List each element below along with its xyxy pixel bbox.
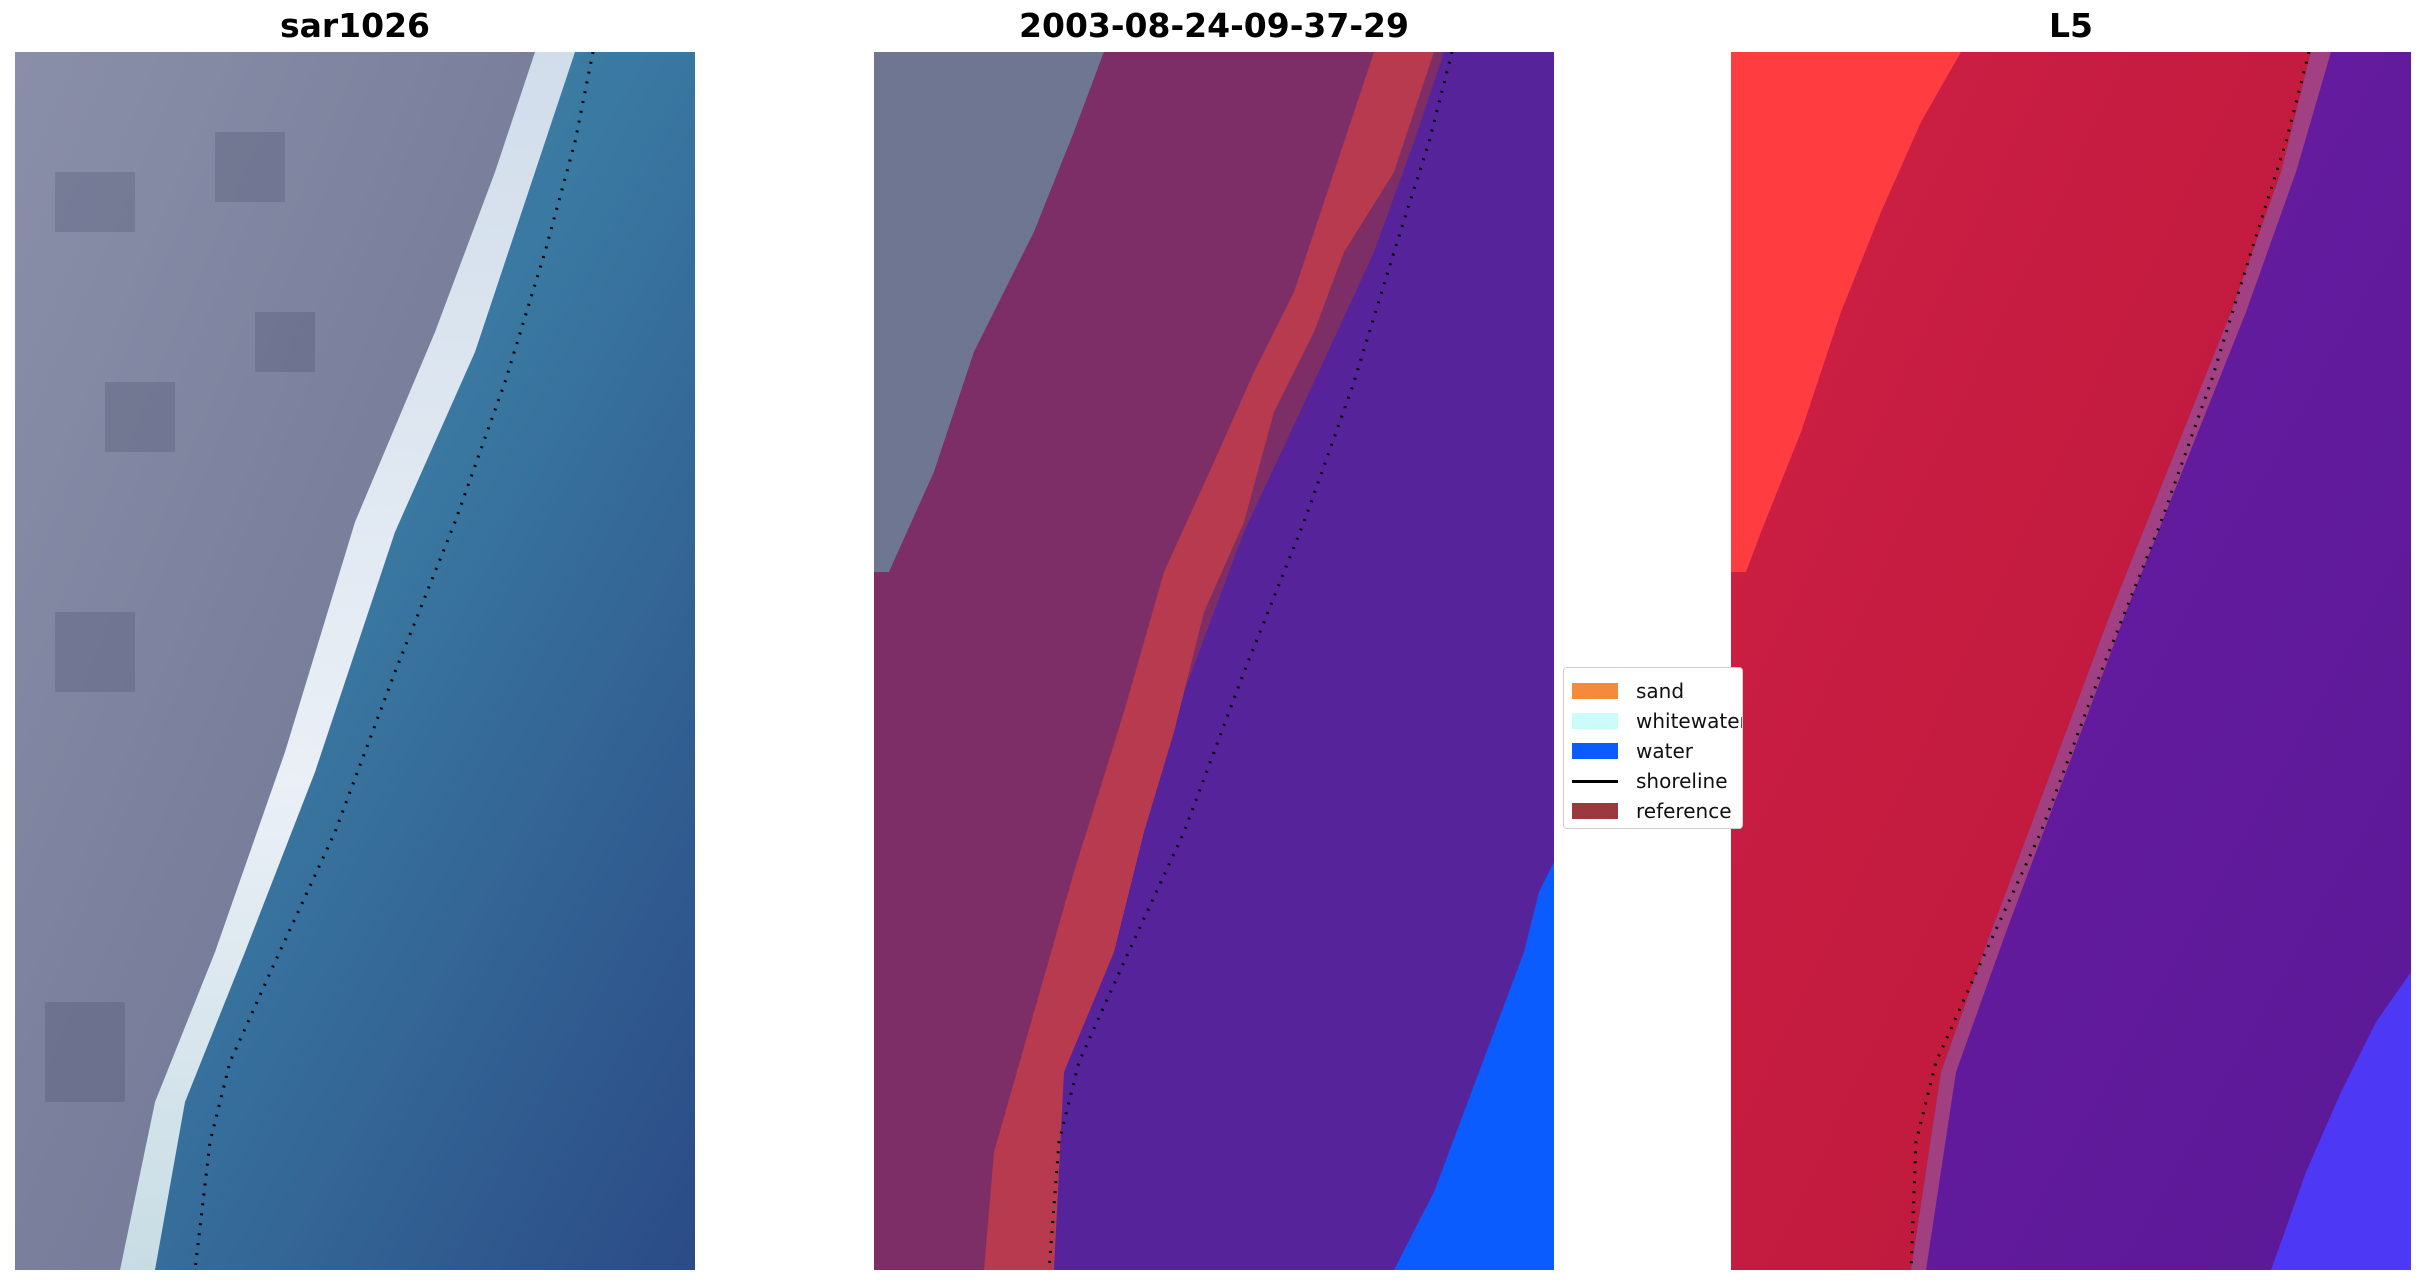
shoreline-line-swatch: [1572, 779, 1618, 783]
rgb-image-panel: [15, 52, 695, 1270]
legend-label-water: water: [1636, 739, 1693, 763]
legend-label-sand: sand: [1636, 679, 1685, 703]
classification-panel: [874, 52, 1554, 1270]
water-swatch: [1572, 743, 1618, 759]
panel-title-classification: 2003-08-24-09-37-29: [1019, 6, 1409, 45]
legend-item-sand: sand: [1572, 676, 1684, 706]
legend-item-water: water: [1572, 736, 1693, 766]
reference-swatch: [1572, 803, 1618, 819]
l5-panel: [1731, 52, 2411, 1270]
legend-item-reference: reference: [1572, 796, 1732, 826]
legend-label-shoreline: shoreline: [1636, 769, 1728, 793]
panel-title-rgb: sar1026: [279, 6, 431, 45]
transition-band: [1911, 52, 2331, 1270]
surf-band: [120, 52, 575, 1270]
land-texture: [45, 132, 315, 1102]
classification-image: [874, 52, 1554, 1270]
legend: sand whitewater water shoreline referenc…: [1563, 667, 1743, 829]
reference-band: [984, 52, 1434, 1270]
bright-red-area: [1731, 52, 1961, 572]
rgb-image: [15, 52, 695, 1270]
legend-label-reference: reference: [1636, 799, 1732, 823]
legend-item-whitewater: whitewater: [1572, 706, 1743, 736]
legend-item-shoreline: shoreline: [1572, 766, 1728, 796]
gray-land-area: [874, 52, 1104, 572]
sand-swatch: [1572, 683, 1618, 699]
land-area: [15, 52, 535, 1270]
l5-image: [1731, 52, 2411, 1270]
whitewater-swatch: [1572, 713, 1618, 729]
legend-label-whitewater: whitewater: [1636, 709, 1743, 733]
blue-area: [2271, 972, 2411, 1270]
panel-title-l5: L5: [2049, 6, 2093, 45]
water-blue-area: [1394, 862, 1554, 1270]
land-probability: [1731, 52, 2311, 1270]
